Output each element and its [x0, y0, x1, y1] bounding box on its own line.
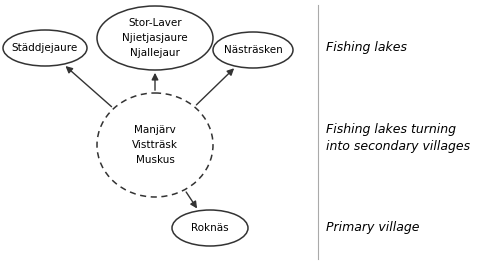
Text: Manjärv
Vistträsk
Muskus: Manjärv Vistträsk Muskus — [132, 125, 178, 165]
Text: Primary village: Primary village — [326, 221, 420, 234]
Text: Roknäs: Roknäs — [191, 223, 229, 233]
Text: Städdjejaure: Städdjejaure — [12, 43, 78, 53]
Text: Stor-Laver
Njietjasjaure
Njallejaur: Stor-Laver Njietjasjaure Njallejaur — [122, 18, 188, 58]
Text: Fishing lakes turning
into secondary villages: Fishing lakes turning into secondary vil… — [326, 123, 470, 153]
Text: Nästräsken: Nästräsken — [224, 45, 282, 55]
Text: Fishing lakes: Fishing lakes — [326, 41, 407, 54]
